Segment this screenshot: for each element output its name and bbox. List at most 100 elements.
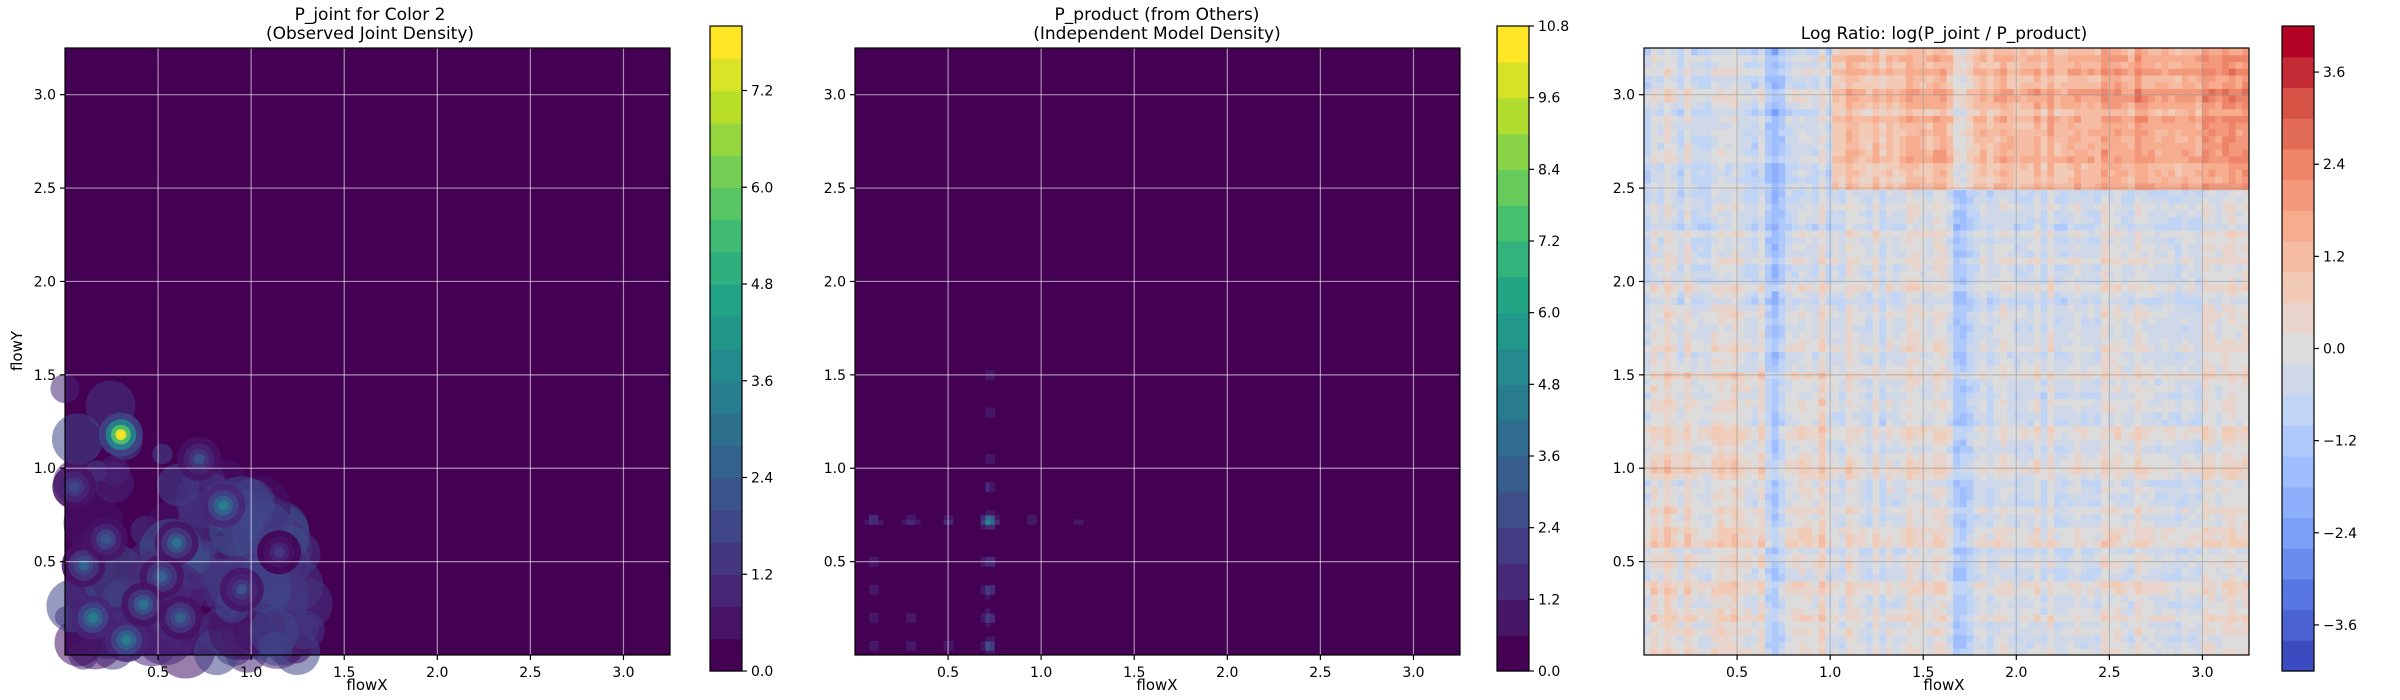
ratio-cell — [1644, 257, 1652, 265]
ratio-cell — [1765, 176, 1773, 184]
ratio-cell — [1859, 614, 1867, 622]
ratio-cell — [1738, 317, 1746, 326]
ratio-cell — [1892, 560, 1900, 568]
ratio-cell — [1677, 351, 1685, 359]
ratio-cell — [1832, 405, 1840, 413]
ratio-cell — [1697, 567, 1705, 575]
ratio-cell — [1872, 155, 1880, 164]
ratio-cell — [1704, 304, 1712, 312]
ratio-cell — [1758, 594, 1766, 602]
ratio-cell — [1946, 634, 1954, 643]
density-cell — [910, 612, 916, 619]
ratio-cell — [1879, 122, 1887, 130]
ratio-cell — [1744, 236, 1753, 245]
ratio-cell — [1832, 648, 1840, 656]
panel2-x-ticks: 0.5 1.0 1.5 2.0 2.5 3.0 — [937, 655, 1425, 681]
ratio-cell — [1650, 284, 1658, 292]
ratio-cell — [1778, 614, 1786, 622]
ratio-cell — [1939, 68, 1947, 76]
ratio-cell — [1825, 297, 1833, 305]
ratio-cell — [1657, 439, 1665, 447]
ratio-cell — [1886, 88, 1894, 96]
ratio-cell — [1966, 344, 1974, 352]
ratio-cell — [1724, 297, 1732, 305]
ratio-cell — [1812, 472, 1820, 481]
ratio-cell — [1798, 250, 1806, 258]
y-tick-label: 2.5 — [824, 181, 846, 197]
ratio-cell — [1724, 547, 1732, 555]
ratio-cell — [1973, 614, 1981, 622]
ratio-cell — [1724, 270, 1732, 278]
ratio-cell — [1670, 169, 1679, 177]
ratio-cell — [1832, 270, 1840, 278]
ratio-cell — [1832, 317, 1840, 326]
ratio-cell — [1697, 324, 1705, 332]
ratio-cell — [1838, 634, 1847, 643]
ratio-cell — [1704, 169, 1712, 177]
ratio-cell — [1765, 162, 1773, 170]
ratio-cell — [1724, 48, 1732, 56]
ratio-cell — [1973, 95, 1981, 103]
ratio-cell — [1879, 142, 1887, 150]
ratio-cell — [1912, 297, 1921, 305]
ratio-cell — [1657, 553, 1665, 562]
ratio-cell — [1684, 223, 1692, 231]
ratio-cell — [1758, 614, 1766, 622]
ratio-cell — [1744, 344, 1753, 352]
ratio-cell — [1644, 331, 1652, 339]
ratio-cell — [1879, 223, 1887, 231]
ratio-cell — [1865, 412, 1874, 420]
ratio-cell — [1785, 594, 1793, 602]
ratio-cell — [1805, 587, 1813, 595]
ratio-cell — [1966, 250, 1974, 258]
ratio-cell — [1724, 95, 1732, 103]
ratio-cell — [1664, 378, 1672, 386]
ratio-cell — [1765, 209, 1773, 218]
ratio-cell — [1684, 385, 1692, 393]
ratio-cell — [1664, 547, 1672, 555]
ratio-cell — [1724, 304, 1732, 312]
ratio-cell — [1717, 270, 1726, 278]
ratio-cell — [1657, 317, 1665, 326]
ratio-cell — [1832, 634, 1840, 643]
ratio-cell — [1865, 479, 1874, 487]
ratio-cell — [1691, 601, 1699, 609]
ratio-cell — [1657, 351, 1665, 359]
ratio-cell — [1791, 115, 1800, 123]
ratio-cell — [1765, 594, 1773, 602]
ratio-cell — [1946, 250, 1954, 258]
ratio-cell — [1758, 250, 1766, 258]
ratio-cell — [1731, 176, 1739, 184]
ratio-cell — [1771, 54, 1779, 62]
ratio-cell — [1966, 391, 1974, 400]
ratio-cell — [1744, 553, 1753, 562]
ratio-cell — [1838, 587, 1847, 595]
ratio-cell — [1859, 648, 1867, 656]
ratio-cell — [1852, 250, 1860, 258]
ratio-cell — [1906, 209, 1914, 218]
ratio-cell — [1838, 216, 1847, 224]
ratio-cell — [1717, 439, 1726, 447]
ratio-cell — [1744, 493, 1753, 501]
ratio-cell — [1879, 311, 1887, 319]
ratio-cell — [1771, 459, 1779, 467]
ratio-cell — [1926, 236, 1934, 245]
ratio-cell — [1670, 567, 1679, 575]
ratio-cell — [1785, 648, 1793, 656]
ratio-cell — [1650, 445, 1658, 454]
ratio-cell — [1650, 54, 1658, 62]
ratio-cell — [1832, 432, 1840, 440]
ratio-cell — [1838, 189, 1847, 197]
ratio-cell — [1892, 338, 1900, 346]
ratio-cell — [1771, 621, 1779, 629]
ratio-cell — [1886, 223, 1894, 231]
ratio-cell — [1650, 560, 1658, 568]
ratio-cell — [1939, 587, 1947, 595]
ratio-cell — [1959, 230, 1968, 238]
ratio-cell — [1731, 81, 1739, 89]
ratio-cell — [1717, 614, 1726, 622]
ratio-cell — [1744, 142, 1753, 150]
ratio-cell — [1771, 230, 1779, 238]
ratio-cell — [1872, 263, 1880, 272]
ratio-cell — [1973, 466, 1981, 474]
